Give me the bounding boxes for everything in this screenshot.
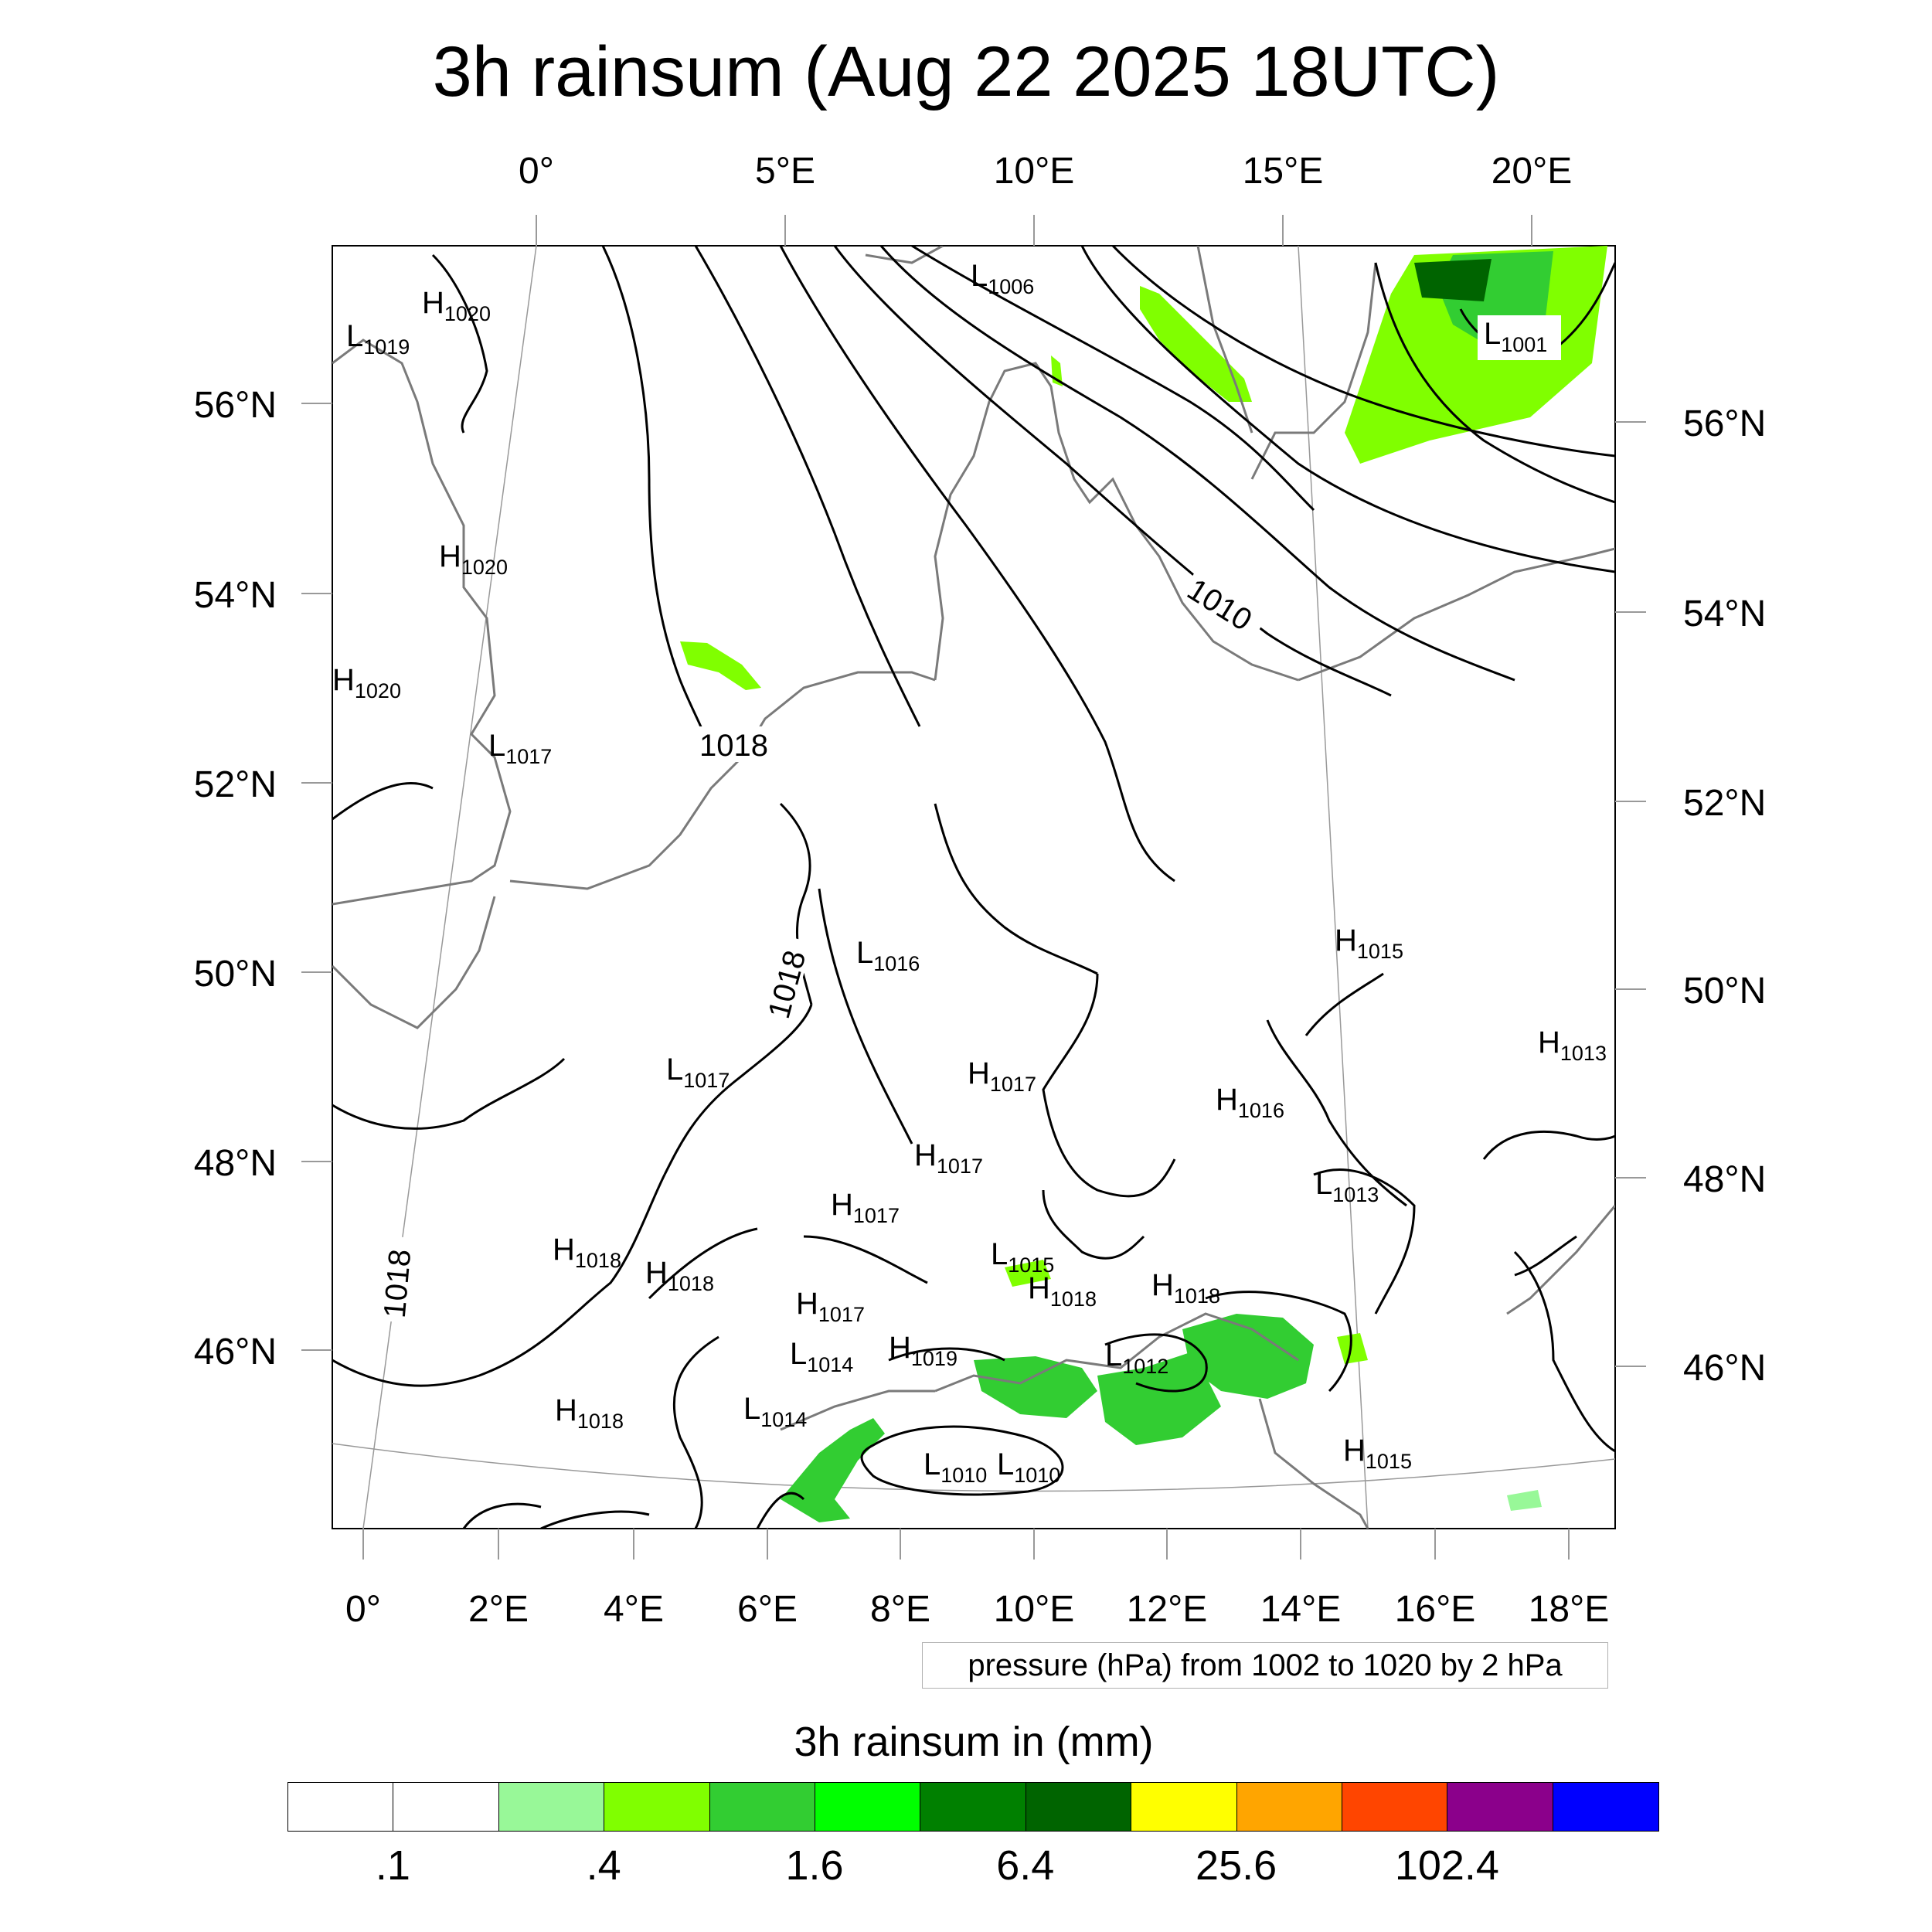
axis-ticks [301,215,1646,1560]
bottom-lon-label: 16°E [1395,1589,1476,1630]
colorbar-box [920,1783,1026,1831]
colorbar-box [1342,1783,1448,1831]
pressure-center-label: L1010 [923,1447,987,1487]
isobar-label: 1018 [378,1248,418,1319]
rain-areas [680,246,1607,1522]
pressure-centers: L1019 H1020 L1006 L1001 H1020 H1020 L101… [332,259,1607,1487]
bottom-lon-label: 2°E [468,1589,529,1630]
pressure-center-label: H1018 [553,1233,621,1272]
pressure-center-label: H1018 [1151,1268,1220,1308]
colorbar-box [1447,1783,1553,1831]
pressure-center-label: H1020 [422,286,491,325]
top-lon-label: 15°E [1243,151,1324,192]
colorbar-tick-label: 6.4 [996,1842,1055,1889]
colorbar [287,1782,1660,1832]
pressure-center-label: L1016 [856,936,920,975]
bottom-lon-label: 14°E [1260,1589,1342,1630]
bottom-lon-label: 4°E [604,1589,664,1630]
bottom-lon-label: 18°E [1529,1589,1610,1630]
colorbar-box [498,1783,605,1831]
left-lat-label: 46°N [194,1332,277,1372]
colorbar-box [393,1783,499,1831]
pressure-center-label: H1016 [1216,1083,1284,1122]
pressure-center-label: H1015 [1343,1434,1412,1473]
pressure-center-label: L1006 [971,259,1034,298]
pressure-center-label: H1017 [831,1188,900,1227]
colorbar-title: 3h rainsum in (mm) [794,1719,1154,1765]
colorbar-tick-label: 25.6 [1196,1842,1277,1889]
pressure-center-label: L1017 [488,729,552,768]
pressure-center-label: L1010 [997,1447,1060,1487]
top-lon-label: 20°E [1492,151,1573,192]
pressure-center-label: L1019 [346,319,410,359]
pressure-center-label: L1014 [743,1392,807,1431]
left-lat-label: 54°N [194,575,277,616]
pressure-center-label: H1018 [555,1393,624,1433]
right-lat-label: 48°N [1683,1159,1766,1200]
colorbar-tick-label: 1.6 [785,1842,844,1889]
pressure-center-label: H1019 [889,1331,957,1370]
top-lon-label: 5°E [755,151,815,192]
right-lat-label: 56°N [1683,403,1766,444]
left-lat-label: 50°N [194,954,277,995]
colorbar-box [604,1783,710,1831]
isobar-label: 1018 [699,729,768,763]
pressure-center-label: L1013 [1315,1167,1379,1206]
colorbar-box [709,1783,815,1831]
bottom-lon-label: 10°E [994,1589,1075,1630]
right-lat-label: 54°N [1683,594,1766,634]
left-lat-label: 56°N [194,385,277,426]
isobars [332,246,1615,1529]
pressure-center-label: H1017 [968,1056,1036,1096]
pressure-center-label: L1017 [666,1053,730,1092]
colorbar-tick-label: .4 [586,1842,621,1889]
pressure-center-label: H1017 [796,1287,865,1326]
bottom-lon-label: 8°E [870,1589,930,1630]
bottom-lon-label: 6°E [737,1589,798,1630]
top-lon-label: 0° [519,151,554,192]
pressure-center-label: L1014 [790,1337,853,1376]
pressure-center-label: H1018 [645,1256,714,1295]
pressure-center-label: H1015 [1335,923,1403,963]
colorbar-box [1131,1783,1237,1831]
pressure-center-label: H1020 [332,663,401,702]
pressure-note: pressure (hPa) from 1002 to 1020 by 2 hP… [922,1642,1608,1689]
colorbar-box [1026,1783,1132,1831]
pressure-center-label: H1017 [914,1138,983,1178]
map-title: 3h rainsum (Aug 22 2025 18UTC) [432,32,1500,111]
colorbar-tick-label: 102.4 [1394,1842,1499,1889]
bottom-lon-label: 12°E [1127,1589,1208,1630]
pressure-center-label: L1015 [991,1237,1054,1277]
pressure-center-label: L1012 [1105,1338,1168,1378]
colorbar-tick-label: .1 [375,1842,410,1889]
pressure-center-label: H1018 [1028,1271,1097,1311]
map-frame [332,245,1616,1529]
right-lat-label: 52°N [1683,783,1766,824]
right-lat-label: 50°N [1683,971,1766,1012]
bottom-lon-label: 0° [345,1589,381,1630]
pressure-center-label: L1001 [1484,317,1547,356]
right-lat-label: 46°N [1683,1348,1766,1389]
colorbar-box [288,1783,394,1831]
left-lat-label: 52°N [194,764,277,805]
left-lat-label: 48°N [194,1143,277,1184]
top-lon-label: 10°E [994,151,1075,192]
colorbar-box [1236,1783,1342,1831]
pressure-center-label: H1020 [439,539,508,579]
colorbar-box [1553,1783,1659,1831]
colorbar-box [815,1783,921,1831]
pressure-center-label: H1013 [1538,1026,1607,1065]
